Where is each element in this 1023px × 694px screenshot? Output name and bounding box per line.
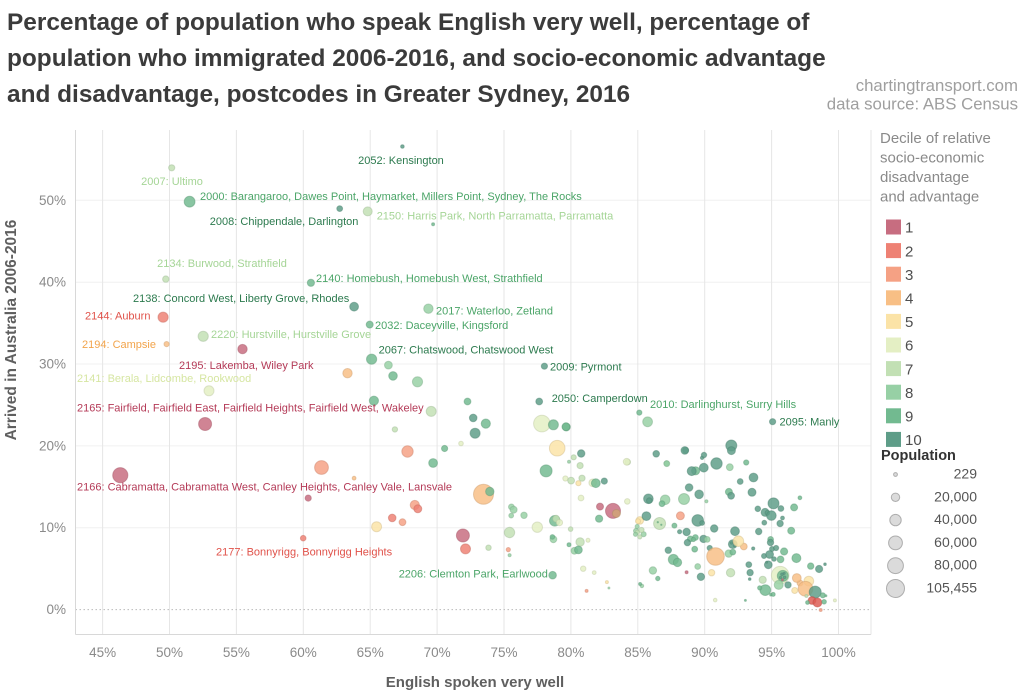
svg-text:2141: Berala, Lidcombe, Rookwo: 2141: Berala, Lidcombe, Rookwood	[77, 373, 251, 385]
svg-text:20%: 20%	[39, 438, 66, 453]
svg-text:data source: ABS Census: data source: ABS Census	[827, 95, 1018, 114]
svg-text:6: 6	[905, 338, 913, 355]
svg-text:2150: Harris Park, North Parra: 2150: Harris Park, North Parramatta, Par…	[377, 211, 614, 223]
svg-text:and advantage: and advantage	[880, 189, 979, 206]
svg-text:population who immigrated 2006: population who immigrated 2006-2016, and…	[7, 45, 826, 72]
svg-text:2010: Darlinghurst, Surry Hill: 2010: Darlinghurst, Surry Hills	[650, 399, 797, 411]
svg-text:2067: Chatswood, Chatswood Wes: 2067: Chatswood, Chatswood West	[379, 345, 554, 357]
svg-text:English spoken very well: English spoken very well	[386, 674, 564, 691]
svg-text:10: 10	[905, 432, 922, 449]
svg-text:40%: 40%	[39, 275, 66, 290]
svg-text:80%: 80%	[557, 645, 584, 660]
svg-text:60%: 60%	[290, 645, 317, 660]
svg-text:7: 7	[905, 361, 913, 378]
svg-text:50%: 50%	[156, 645, 183, 660]
svg-text:Population: Population	[881, 448, 956, 464]
svg-text:2206: Clemton Park, Earlwood: 2206: Clemton Park, Earlwood	[399, 568, 548, 580]
svg-text:3: 3	[905, 267, 913, 284]
svg-text:2144: Auburn: 2144: Auburn	[85, 311, 150, 323]
svg-text:20,000: 20,000	[934, 488, 977, 504]
svg-text:45%: 45%	[89, 645, 116, 660]
svg-text:2: 2	[905, 243, 913, 260]
svg-text:9: 9	[905, 409, 913, 426]
svg-text:70%: 70%	[424, 645, 451, 660]
svg-text:30%: 30%	[39, 357, 66, 372]
svg-text:and disadvantage, postcodes in: and disadvantage, postcodes in Greater S…	[7, 81, 630, 108]
svg-text:55%: 55%	[223, 645, 250, 660]
svg-text:100%: 100%	[821, 645, 856, 660]
svg-text:2166: Cabramatta, Cabramatta W: 2166: Cabramatta, Cabramatta West, Canle…	[77, 482, 452, 494]
svg-text:2017: Waterloo, Zetland: 2017: Waterloo, Zetland	[436, 306, 553, 318]
svg-text:2007: Ultimo: 2007: Ultimo	[141, 176, 203, 188]
svg-text:2194: Campsie: 2194: Campsie	[82, 339, 156, 351]
svg-text:2050: Camperdown: 2050: Camperdown	[552, 393, 648, 405]
svg-text:90%: 90%	[691, 645, 718, 660]
svg-text:Percentage of population who s: Percentage of population who speak Engli…	[7, 9, 810, 36]
svg-text:8: 8	[905, 385, 913, 402]
svg-text:2000: Barangaroo, Dawes Point,: 2000: Barangaroo, Dawes Point, Haymarket…	[200, 191, 582, 203]
svg-text:95%: 95%	[758, 645, 785, 660]
svg-text:105,455: 105,455	[926, 580, 977, 596]
svg-text:chartingtransport.com: chartingtransport.com	[856, 76, 1018, 95]
svg-text:2095: Manly: 2095: Manly	[780, 417, 840, 429]
svg-text:2220: Hurstville, Hurstville G: 2220: Hurstville, Hurstville Grove	[211, 329, 371, 341]
svg-text:2138: Concord West, Liberty Gr: 2138: Concord West, Liberty Grove, Rhode…	[133, 293, 350, 305]
svg-text:65%: 65%	[357, 645, 384, 660]
svg-text:75%: 75%	[490, 645, 517, 660]
svg-text:50%: 50%	[39, 193, 66, 208]
svg-text:2009: Pyrmont: 2009: Pyrmont	[550, 361, 622, 373]
svg-text:85%: 85%	[624, 645, 651, 660]
svg-text:60,000: 60,000	[934, 534, 977, 550]
svg-text:5: 5	[905, 314, 913, 331]
svg-text:2195: Lakemba, Wiley Park: 2195: Lakemba, Wiley Park	[179, 360, 314, 372]
svg-text:Arrived in Australia 2006-2016: Arrived in Australia 2006-2016	[3, 219, 20, 440]
svg-text:2140: Homebush, Homebush West,: 2140: Homebush, Homebush West, Strathfie…	[316, 273, 543, 285]
svg-text:2052: Kensington: 2052: Kensington	[358, 155, 444, 167]
svg-text:1: 1	[905, 220, 913, 237]
svg-text:2177: Bonnyrigg, Bonnyrigg Hei: 2177: Bonnyrigg, Bonnyrigg Heights	[216, 547, 393, 559]
svg-text:80,000: 80,000	[934, 557, 977, 573]
svg-text:0%: 0%	[46, 602, 66, 617]
svg-text:2134: Burwood, Strathfield: 2134: Burwood, Strathfield	[157, 258, 287, 270]
svg-text:Decile of relative: Decile of relative	[880, 130, 991, 147]
svg-text:socio-economic: socio-economic	[880, 150, 985, 167]
svg-text:4: 4	[905, 291, 913, 308]
svg-text:2165: Fairfield, Fairfield Eas: 2165: Fairfield, Fairfield East, Fairfie…	[77, 403, 424, 415]
svg-text:2008: Chippendale, Darlington: 2008: Chippendale, Darlington	[210, 216, 359, 228]
svg-text:10%: 10%	[39, 520, 66, 535]
svg-text:229: 229	[954, 466, 978, 482]
svg-text:40,000: 40,000	[934, 511, 977, 527]
svg-text:2032: Daceyville, Kingsford: 2032: Daceyville, Kingsford	[375, 320, 508, 332]
svg-text:disadvantage: disadvantage	[880, 169, 969, 186]
